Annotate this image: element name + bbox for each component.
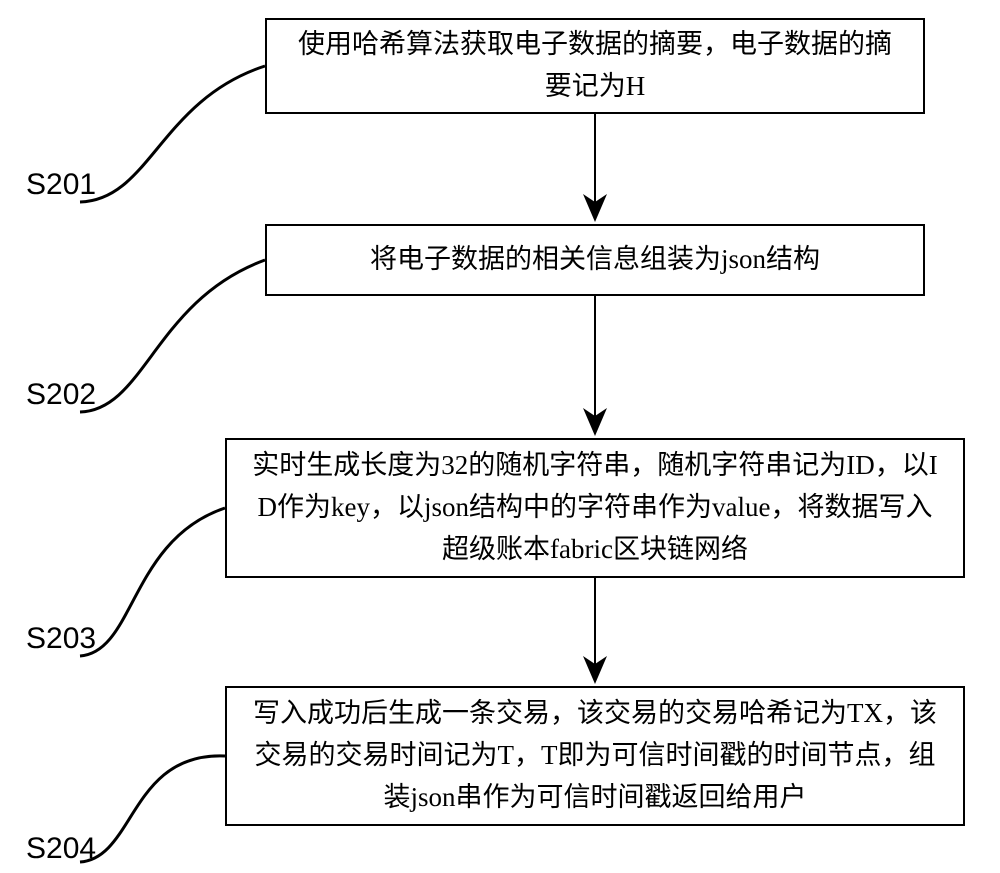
flowchart-canvas: 使用哈希算法获取电子数据的摘要，电子数据的摘要记为H 将电子数据的相关信息组装为… — [0, 0, 1000, 873]
arrow-s203-s204 — [0, 0, 1000, 873]
